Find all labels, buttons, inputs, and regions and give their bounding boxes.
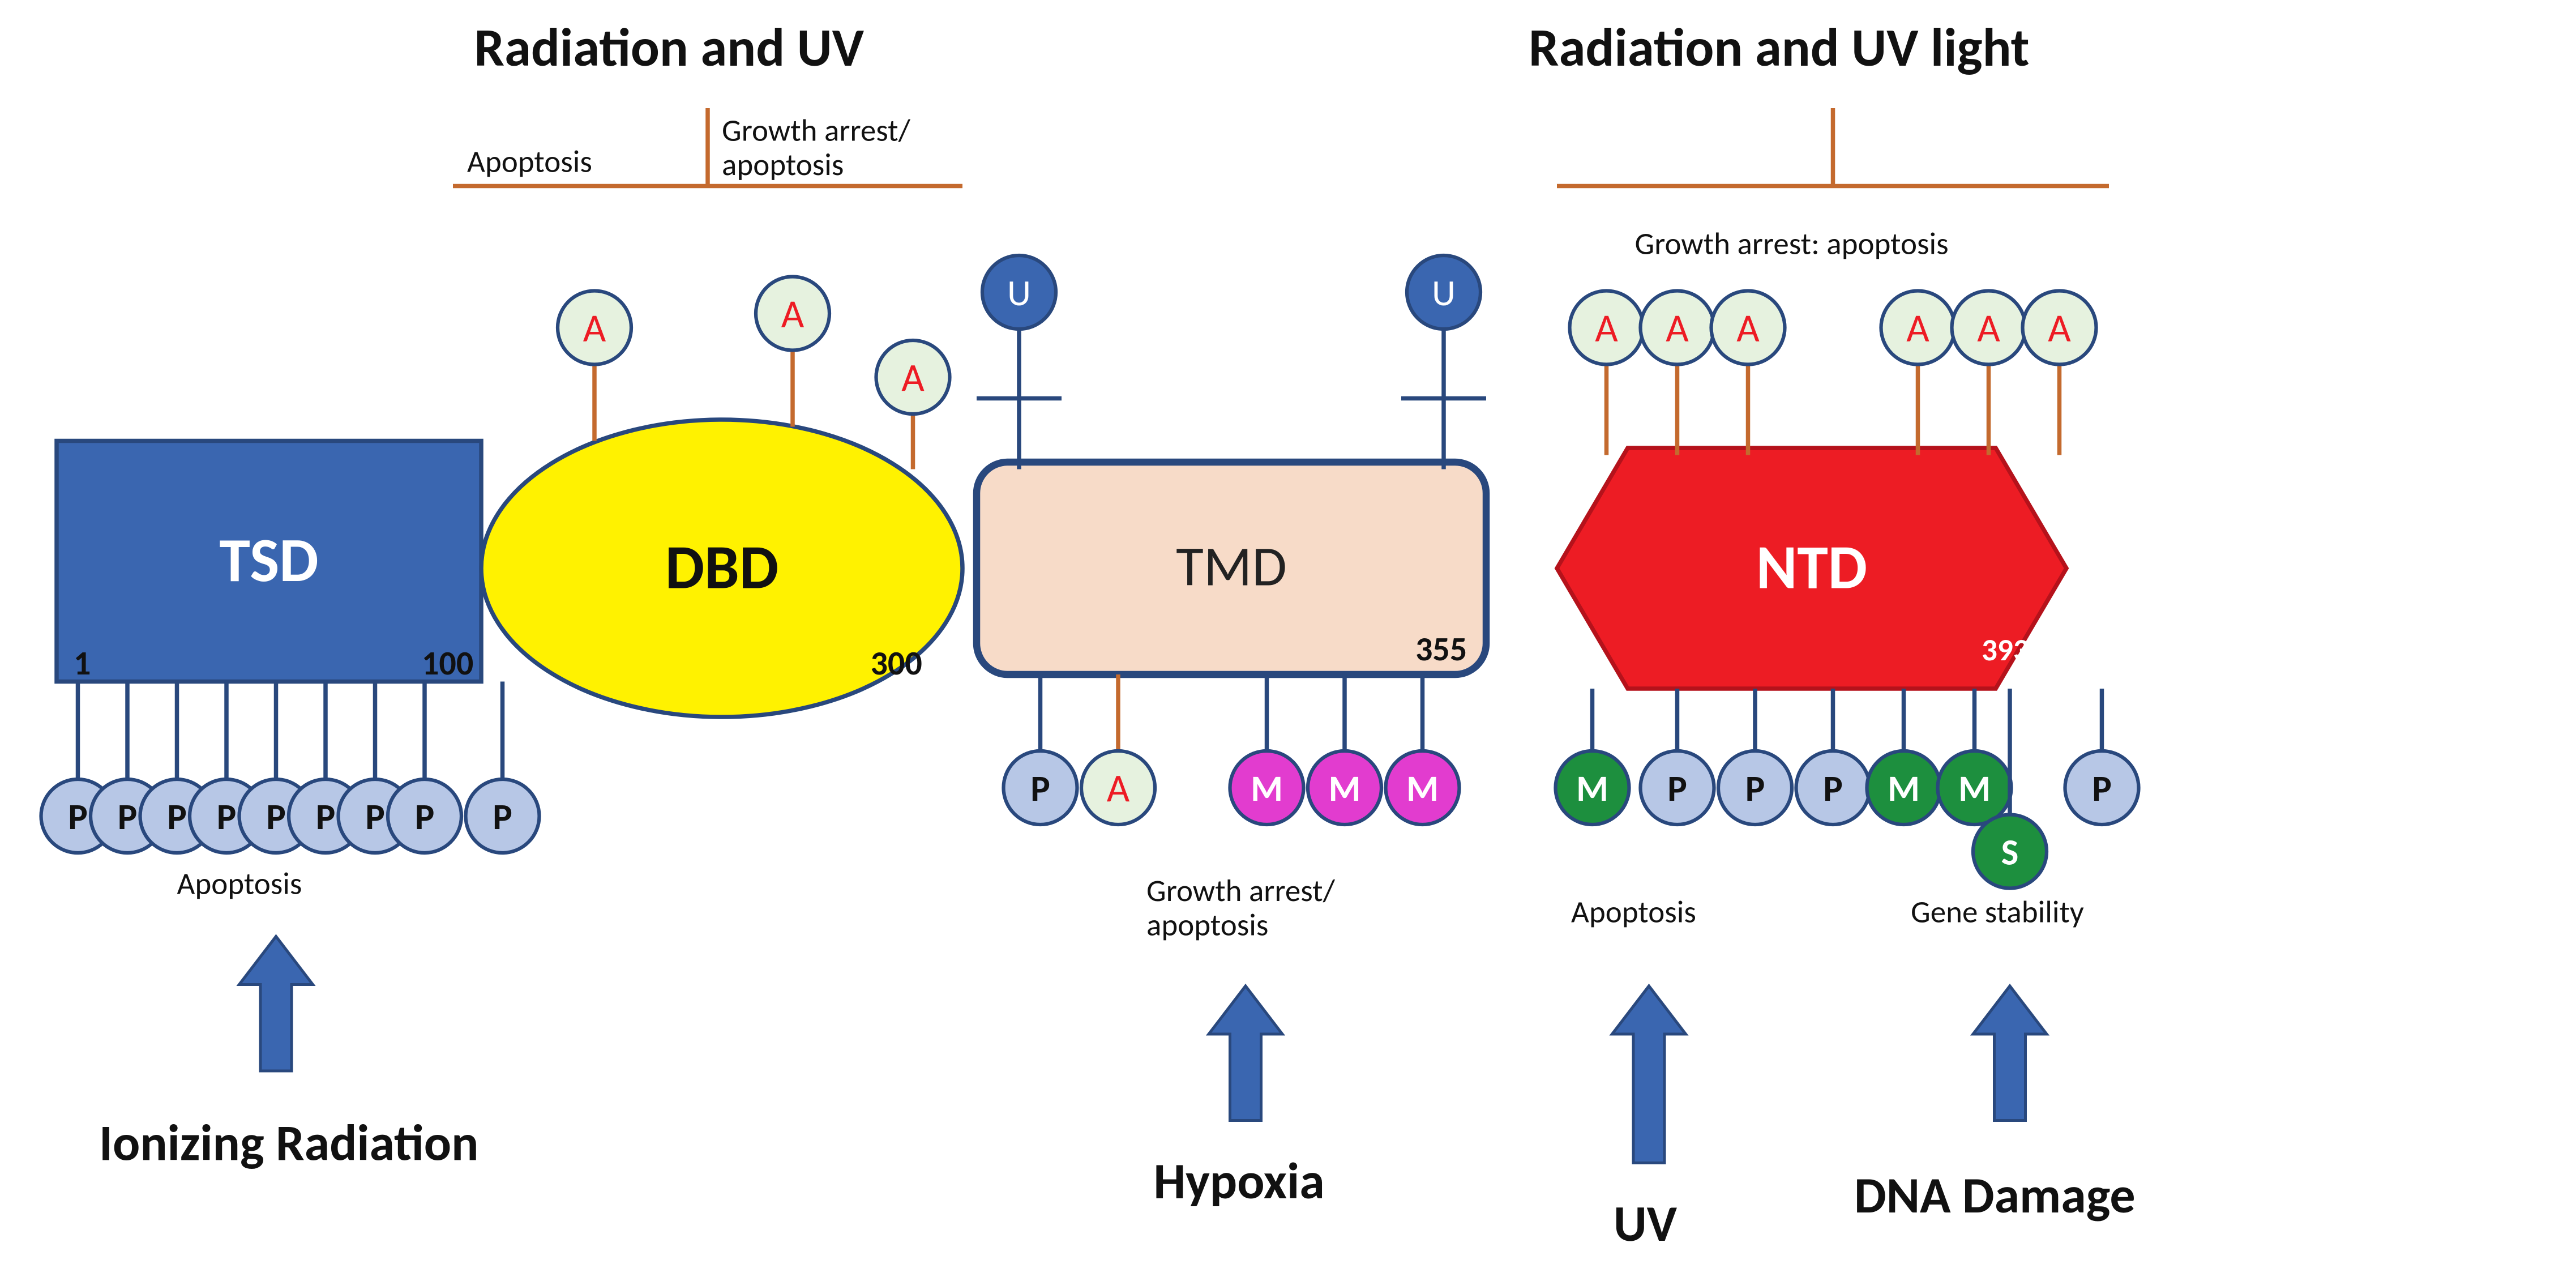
lower-mod-letter-3: P: [217, 795, 237, 839]
stimulus-label-1: Hypoxia: [1154, 1150, 1325, 1212]
top-header-0: Radiation and UV: [474, 15, 865, 80]
domain-tsd-pos-1: 100: [422, 643, 473, 684]
header-sublabel-1-0: Growth arrest: apoptosis: [1635, 225, 1949, 263]
process-label-2: Apoptosis: [1571, 893, 1696, 931]
lower-mod-letter-7: P: [415, 795, 435, 839]
stimulus-label-0: Ionizing Radiation: [99, 1112, 478, 1175]
stimulus-label-2: UV: [1614, 1193, 1678, 1255]
stimulus-label-3: DNA Damage: [1854, 1164, 2136, 1227]
lower-mod-letter-14: M: [1576, 766, 1608, 811]
lower-mod-letter-16: P: [1745, 766, 1765, 811]
domain-tmd-label: TMD: [1176, 532, 1287, 601]
upper-mod-letter-7: A: [1736, 304, 1760, 352]
lower-mod-letter-10: A: [1107, 764, 1130, 813]
lower-mod-letter-6: P: [365, 795, 385, 839]
process-label-1: Growth arrest/apoptosis: [1146, 872, 1336, 944]
upper-mod-letter-1: A: [781, 289, 805, 338]
stimulus-arrow-0: [239, 937, 313, 1071]
lower-mod-letter-18: M: [1888, 766, 1920, 811]
lower-mod-letter-13: M: [1406, 766, 1439, 811]
upper-mod-letter-0: A: [583, 304, 606, 352]
upper-mod-letter-8: A: [1906, 304, 1929, 352]
lower-mod-letter-15: P: [1667, 766, 1687, 811]
lower-mod-letter-19: M: [1958, 766, 1991, 811]
domain-ntd-pos-0: 393aa: [1982, 631, 2060, 669]
domain-ntd-label: NTD: [1756, 529, 1867, 605]
upper-mod-letter-4: U: [1432, 271, 1456, 315]
domain-tmd-pos-0: 355: [1415, 629, 1467, 670]
domain-dbd-pos-0: 300: [871, 643, 922, 684]
lower-mod-letter-17: P: [1823, 766, 1843, 811]
upper-mod-letter-5: A: [1595, 304, 1618, 352]
process-label-3: Gene stability: [1911, 893, 2084, 931]
lower-mod-letter-1: P: [118, 795, 138, 839]
upper-mod-letter-3: U: [1007, 271, 1031, 315]
lower-mod-letter-9: P: [1030, 766, 1050, 811]
stimulus-arrow-1: [1209, 986, 1282, 1121]
upper-mod-letter-10: A: [2048, 304, 2071, 352]
domain-tsd-pos-0: 1: [74, 643, 91, 684]
stimulus-arrow-2: [1612, 986, 1686, 1163]
lower-mod-letter-20: S: [2001, 830, 2019, 874]
header-sublabel-0-0: Apoptosis: [467, 143, 592, 181]
lower-mod-letter-21: P: [2092, 766, 2112, 811]
lower-mod-letter-5: P: [316, 795, 336, 839]
domain-tsd-label: TSD: [219, 522, 318, 598]
process-label-0: Apoptosis: [177, 865, 302, 903]
lower-mod-letter-11: M: [1251, 766, 1283, 811]
lower-mod-letter-8: P: [493, 795, 512, 839]
lower-mod-letter-12: M: [1329, 766, 1361, 811]
lower-mod-letter-0: P: [68, 795, 88, 839]
stimulus-arrow-3: [1973, 986, 2047, 1121]
lower-mod-letter-2: P: [167, 795, 187, 839]
domain-dbd-label: DBD: [665, 529, 778, 605]
top-header-1: Radiation and UV light: [1529, 15, 2030, 80]
header-sublabel-0-1: Growth arrest/apoptosis: [722, 112, 911, 183]
upper-mod-letter-6: A: [1666, 304, 1689, 352]
upper-mod-letter-9: A: [1977, 304, 2000, 352]
upper-mod-letter-2: A: [901, 353, 925, 402]
lower-mod-letter-4: P: [266, 795, 286, 839]
